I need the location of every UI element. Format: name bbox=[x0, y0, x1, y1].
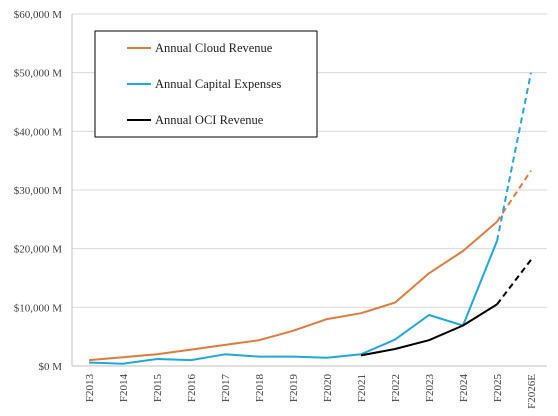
data-point bbox=[462, 325, 464, 327]
legend-label: Annual Capital Expenses bbox=[155, 77, 281, 91]
x-tick-label: F2026E bbox=[526, 374, 538, 409]
x-tick-label: F2021 bbox=[356, 374, 368, 402]
data-point bbox=[462, 250, 464, 252]
data-point bbox=[258, 356, 260, 358]
x-tick-label: F2017 bbox=[220, 374, 232, 403]
data-point bbox=[292, 356, 294, 358]
data-point bbox=[496, 240, 498, 242]
data-point bbox=[360, 312, 362, 314]
x-tick-label: F2014 bbox=[118, 374, 130, 403]
data-point bbox=[394, 302, 396, 304]
x-tick-label: F2024 bbox=[458, 374, 470, 403]
data-point bbox=[88, 361, 90, 363]
axes: $0 M $10,000 M $20,000 M $30,000 M $40,000 M… bbox=[14, 9, 547, 409]
x-tick-label: F2013 bbox=[84, 374, 96, 403]
x-tick-label: F2015 bbox=[152, 374, 164, 403]
y-tick-label: $60,000 M bbox=[14, 9, 63, 21]
data-point bbox=[530, 170, 532, 172]
y-tick-label: $0 M bbox=[38, 361, 62, 373]
legend-label: Annual OCI Revenue bbox=[155, 113, 264, 127]
series-line-1 bbox=[88, 240, 498, 365]
data-point bbox=[190, 349, 192, 351]
data-point bbox=[394, 348, 396, 350]
data-point bbox=[428, 272, 430, 274]
y-tick-label: $30,000 M bbox=[14, 185, 63, 197]
data-point bbox=[496, 303, 498, 305]
series-line-2 bbox=[360, 303, 498, 357]
data-point bbox=[156, 353, 158, 355]
series-lines bbox=[88, 72, 532, 365]
data-point bbox=[258, 339, 260, 341]
series-line-0 bbox=[88, 220, 498, 362]
x-tick-label: F2023 bbox=[424, 374, 436, 403]
x-tick-label: F2018 bbox=[254, 374, 266, 403]
data-point bbox=[156, 358, 158, 360]
data-point bbox=[394, 339, 396, 341]
data-point bbox=[530, 72, 532, 74]
data-point bbox=[496, 221, 498, 223]
data-point bbox=[122, 363, 124, 365]
series-projection-line-2 bbox=[496, 259, 532, 306]
x-tick-label: F2025 bbox=[492, 374, 504, 403]
x-tick-label: F2020 bbox=[322, 374, 334, 403]
y-tick-label: $50,000 M bbox=[14, 68, 63, 80]
data-point bbox=[190, 359, 192, 361]
data-point bbox=[326, 357, 328, 359]
data-point bbox=[224, 344, 226, 346]
data-point bbox=[428, 339, 430, 341]
data-point bbox=[428, 314, 430, 316]
data-point bbox=[292, 330, 294, 332]
series-projection-line-0 bbox=[496, 170, 532, 223]
data-point bbox=[326, 318, 328, 320]
legend: Annual Cloud Revenue Annual Capital Expen… bbox=[94, 30, 318, 138]
data-point bbox=[224, 353, 226, 355]
x-tick-label: F2019 bbox=[288, 374, 300, 403]
data-point bbox=[122, 356, 124, 358]
legend-label: Annual Cloud Revenue bbox=[155, 41, 273, 55]
series-projection-line-1 bbox=[496, 72, 532, 242]
x-tick-label: F2022 bbox=[390, 374, 402, 402]
data-point bbox=[530, 259, 532, 261]
y-tick-label: $40,000 M bbox=[14, 126, 63, 138]
data-point bbox=[360, 354, 362, 356]
y-tick-label: $10,000 M bbox=[14, 302, 63, 314]
x-tick-label: F2016 bbox=[186, 374, 198, 403]
y-tick-label: $20,000 M bbox=[14, 244, 63, 256]
data-point bbox=[88, 359, 90, 361]
